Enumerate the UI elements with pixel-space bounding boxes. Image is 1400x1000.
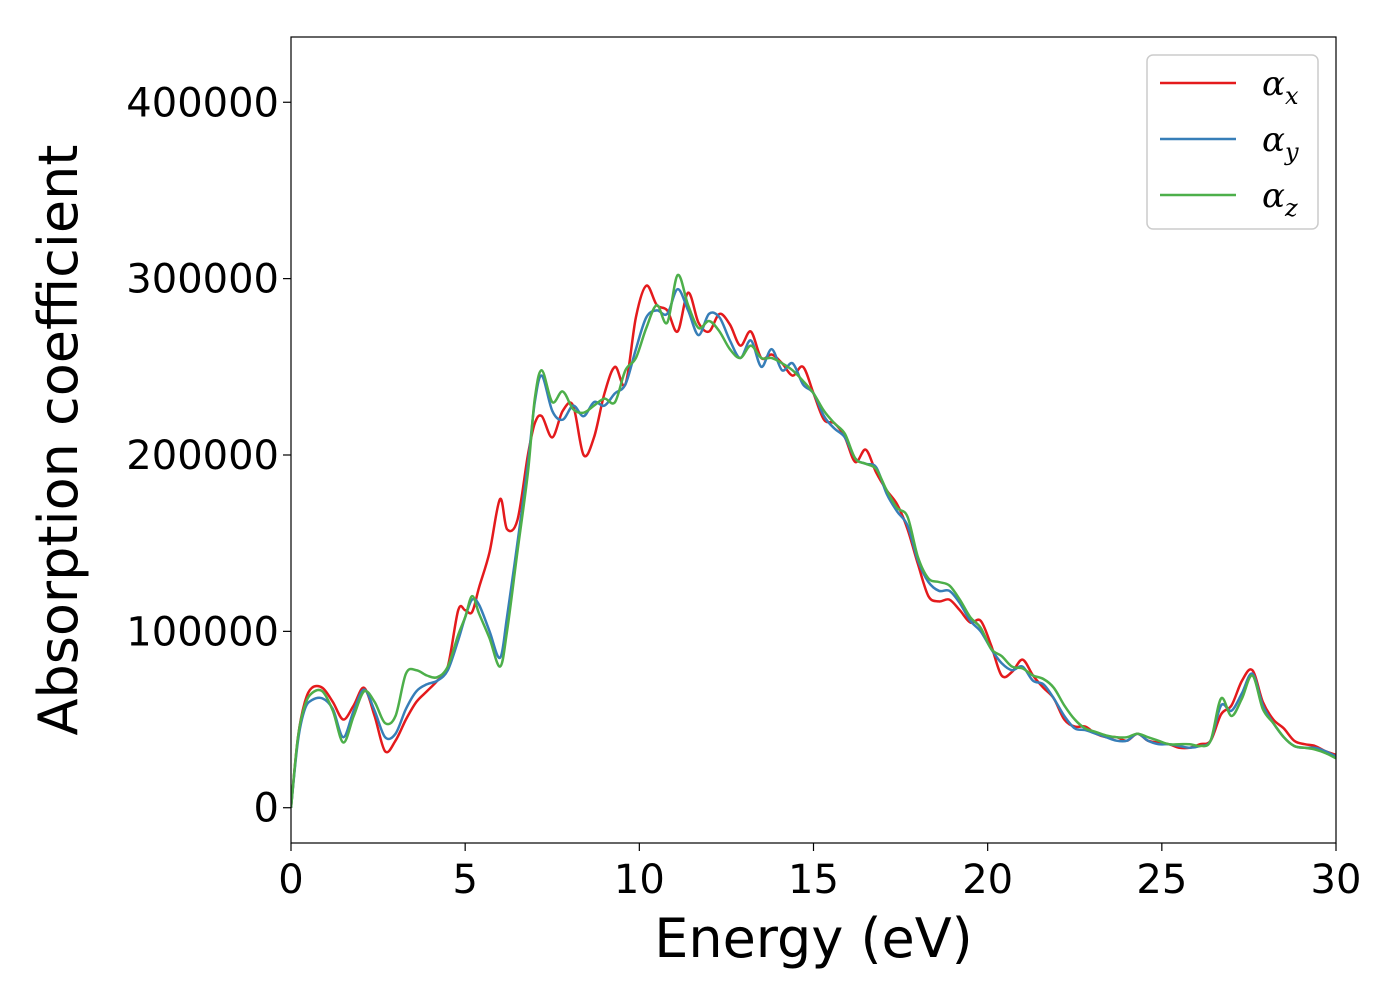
legend-box xyxy=(1146,54,1319,230)
x-tick-label: 25 xyxy=(1136,857,1187,903)
y-tick-label: 300000 xyxy=(126,257,279,303)
x-tick-label: 5 xyxy=(452,857,477,903)
y-tick-label: 200000 xyxy=(126,433,279,479)
legend: αx αy αz xyxy=(1146,54,1319,230)
series-layer xyxy=(291,273,1336,808)
x-axis: 0 5 10 15 20 25 30 xyxy=(278,843,1361,903)
x-tick-label: 15 xyxy=(788,857,839,903)
series-line-y xyxy=(291,287,1336,808)
x-tick-label: 0 xyxy=(278,857,303,903)
series-line-z xyxy=(291,273,1336,808)
y-tick-label: 100000 xyxy=(126,609,279,655)
legend-label-z: αz xyxy=(1262,176,1298,222)
y-tick-label: 400000 xyxy=(126,80,279,126)
legend-label-x: αx xyxy=(1262,64,1299,110)
y-axis: 0 100000 200000 300000 400000 xyxy=(126,80,291,832)
x-tick-label: 20 xyxy=(962,857,1013,903)
legend-label-y: αy xyxy=(1262,120,1299,166)
y-axis-label: Absorption coefficient xyxy=(27,145,90,736)
x-axis-label: Energy (eV) xyxy=(654,907,973,970)
x-tick-label: 30 xyxy=(1311,857,1362,903)
x-tick-label: 10 xyxy=(614,857,665,903)
y-tick-label: 0 xyxy=(254,786,279,832)
